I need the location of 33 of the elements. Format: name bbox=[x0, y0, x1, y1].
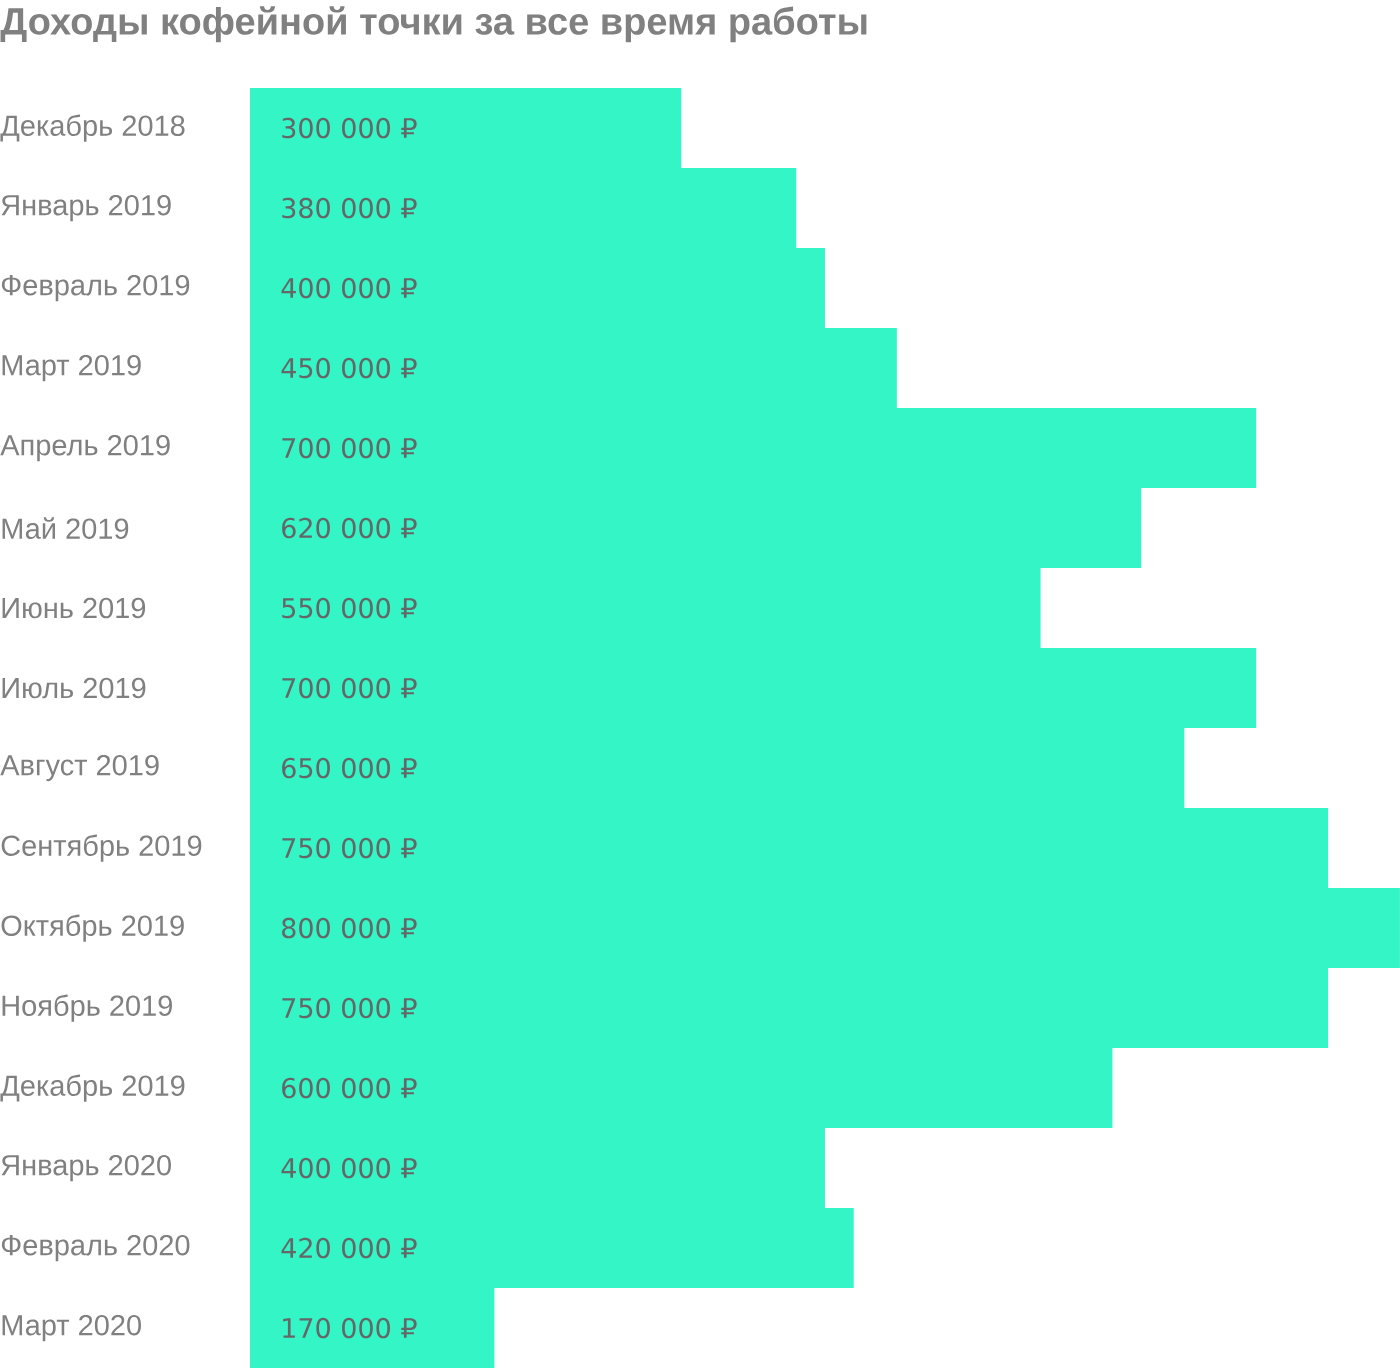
data-label: 620 000 ₽ bbox=[282, 517, 417, 539]
y-tick-label: Май 2019 bbox=[2, 517, 129, 539]
chart-title: Доходы кофейной точки за все время работы bbox=[0, 6, 867, 43]
y-tick-label: Март 2019 bbox=[2, 354, 141, 382]
y-tick-label: Апрель 2019 bbox=[0, 434, 170, 462]
y-tick-label: Декабрь 2018 bbox=[0, 114, 185, 142]
y-tick-label: Август 2019 bbox=[0, 754, 159, 782]
y-tick-label: Октябрь 2019 bbox=[1, 914, 184, 942]
data-label: 380 000 ₽ bbox=[282, 197, 417, 219]
data-label: 700 000 ₽ bbox=[282, 437, 417, 459]
data-label: 700 000 ₽ bbox=[282, 677, 417, 699]
y-tick-label: Февраль 2019 bbox=[1, 274, 190, 302]
data-label: 800 000 ₽ bbox=[282, 917, 417, 939]
data-label: 170 000 ₽ bbox=[283, 1317, 417, 1339]
y-tick-label: Июль 2019 bbox=[2, 677, 146, 699]
y-tick-label: Июнь 2019 bbox=[2, 597, 146, 619]
y-tick-label: Январь 2020 bbox=[1, 1154, 171, 1182]
data-label: 750 000 ₽ bbox=[282, 997, 417, 1019]
data-label: 300 000 ₽ bbox=[282, 117, 417, 139]
y-tick-label: Сентябрь 2019 bbox=[1, 834, 202, 862]
y-tick-label: Февраль 2020 bbox=[1, 1234, 190, 1262]
data-label: 650 000 ₽ bbox=[282, 757, 417, 779]
y-tick-label: Март 2020 bbox=[2, 1314, 141, 1342]
data-label: 600 000 ₽ bbox=[282, 1077, 417, 1099]
data-label: 550 000 ₽ bbox=[282, 597, 417, 619]
data-label: 750 000 ₽ bbox=[282, 837, 417, 859]
data-label: 400 000 ₽ bbox=[281, 277, 417, 299]
y-tick-label: Декабрь 2019 bbox=[0, 1074, 185, 1102]
y-tick-label: Ноябрь 2019 bbox=[2, 994, 172, 1022]
data-label: 420 000 ₽ bbox=[281, 1237, 417, 1259]
data-label: 400 000 ₽ bbox=[281, 1157, 417, 1179]
y-tick-label: Январь 2019 bbox=[1, 194, 171, 222]
data-label: 450 000 ₽ bbox=[281, 357, 417, 379]
